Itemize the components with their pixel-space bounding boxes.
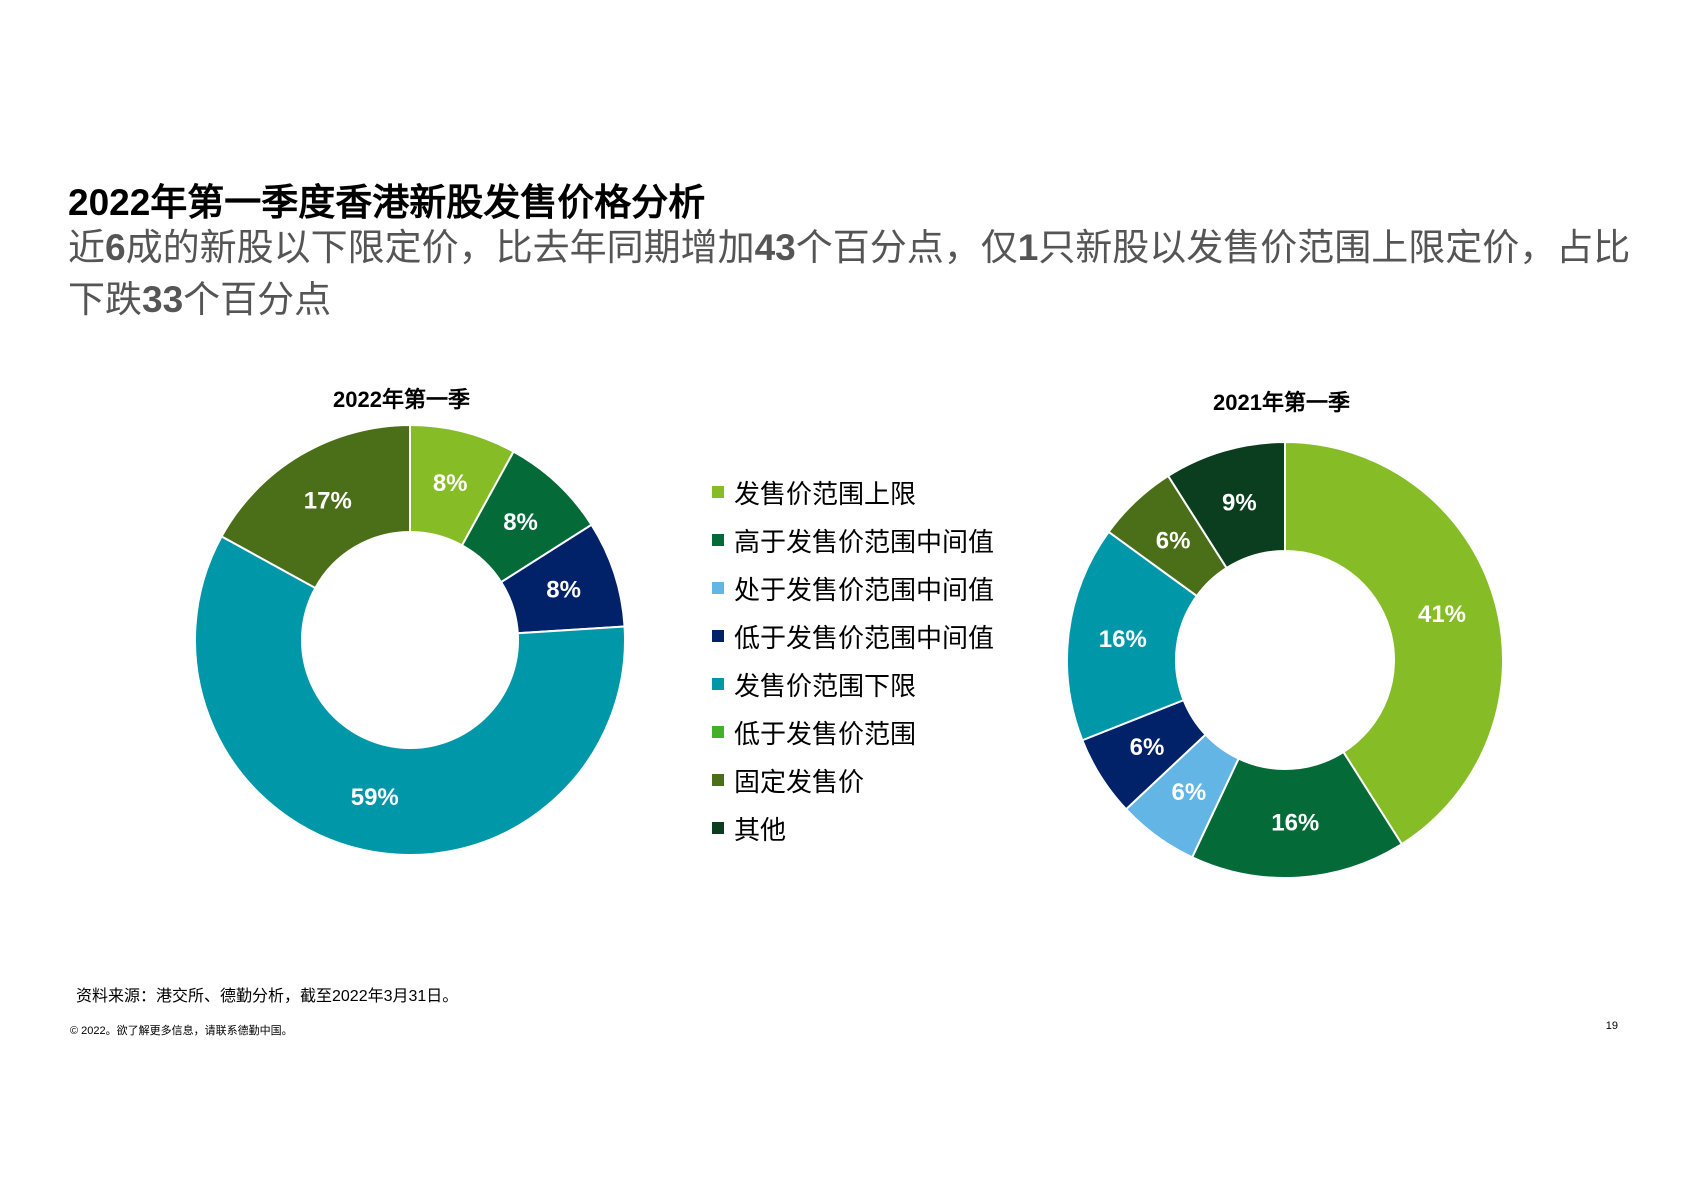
- legend-label: 发售价范围上限: [734, 478, 917, 509]
- data-label: 41%: [1418, 601, 1466, 628]
- donut-slice: [220, 423, 411, 590]
- data-label: 9%: [1222, 489, 1257, 516]
- chart-title-2021: 2021年第一季: [1213, 390, 1350, 415]
- legend-swatch: [712, 678, 724, 690]
- subtitle-part: 1: [1017, 227, 1039, 268]
- subtitle-part: 6: [105, 227, 126, 268]
- legend-swatch: [712, 582, 724, 594]
- legend-item: 发售价范围上限: [712, 468, 994, 516]
- subtitle-part: 43: [754, 227, 796, 268]
- legend-swatch: [712, 630, 724, 642]
- donut-slice: [1166, 440, 1286, 570]
- page-number: 19: [1605, 1020, 1618, 1032]
- donut-slice: [194, 535, 626, 856]
- page-subtitle: 近6成的新股以下限定价，比去年同期增加43个百分点，仅1只新股以发售价范围上限定…: [68, 222, 1638, 326]
- legend-item: 低于发售价范围: [712, 708, 994, 756]
- legend-item: 发售价范围下限: [712, 660, 994, 708]
- data-label: 59%: [351, 784, 399, 811]
- legend-swatch: [712, 486, 724, 498]
- legend-label: 低于发售价范围: [734, 718, 917, 749]
- chart-legend: 发售价范围上限高于发售价范围中间值 处于发售价范围中间值 低于发售价范围中间值 发售价…: [712, 468, 994, 852]
- legend-item: 高于发售价范围中间值: [712, 516, 994, 564]
- data-label: 6%: [1130, 734, 1165, 761]
- legend-item: 固定发售价: [712, 756, 994, 804]
- data-label: 6%: [1156, 527, 1191, 554]
- legend-item: 其他: [712, 804, 994, 852]
- legend-label: 固定发售价: [734, 766, 865, 797]
- data-label: 8%: [503, 509, 538, 536]
- donut-slice: [1284, 440, 1504, 846]
- legend-label: 处于发售价范围中间值: [734, 574, 995, 605]
- page-title: 2022年第一季度香港新股发售价格分析: [68, 182, 706, 223]
- subtitle-part: 个百分点: [183, 279, 332, 320]
- data-label: 16%: [1099, 626, 1147, 653]
- footer-copyright: © 2022。欲了解更多信息，请联系德勤中国。: [70, 1025, 293, 1037]
- legend-item: 低于发售价范围中间值: [712, 612, 994, 660]
- legend-swatch: [712, 534, 724, 546]
- legend-label: 高于发售价范围中间值: [734, 526, 995, 557]
- donut-chart-2021: 41% 16% 6% 6% 16% 6% 9%: [1066, 440, 1504, 879]
- donut-chart-2022: 8% 8% 8% 59% 17%: [194, 423, 626, 856]
- chart-title-2022: 2022年第一季: [333, 387, 470, 412]
- legend-swatch: [712, 822, 724, 834]
- subtitle-part: 只新股以发售价范围上限定价，占比下跌: [68, 227, 1631, 320]
- legend-label: 其他: [734, 814, 787, 845]
- legend-label: 低于发售价范围中间值: [734, 622, 995, 653]
- legend-item: 处于发售价范围中间值: [712, 564, 994, 612]
- donut-slice: [1190, 750, 1404, 879]
- subtitle-part: 33: [142, 279, 184, 320]
- source-note: 资料来源：港交所、德勤分析，截至2022年3月31日。: [76, 988, 459, 1005]
- subtitle-part: 个百分点，仅: [795, 227, 1018, 268]
- data-label: 6%: [1172, 779, 1207, 806]
- data-label: 8%: [433, 470, 468, 497]
- data-label: 17%: [304, 487, 352, 514]
- subtitle-part: 近: [68, 227, 105, 268]
- legend-label: 发售价范围下限: [734, 670, 917, 701]
- donut-slice: [1066, 530, 1199, 742]
- legend-swatch: [712, 726, 724, 738]
- data-label: 16%: [1271, 810, 1319, 837]
- data-label: 8%: [546, 577, 581, 604]
- subtitle-part: 成的新股以下限定价，比去年同期增加: [125, 227, 755, 268]
- legend-swatch: [712, 774, 724, 786]
